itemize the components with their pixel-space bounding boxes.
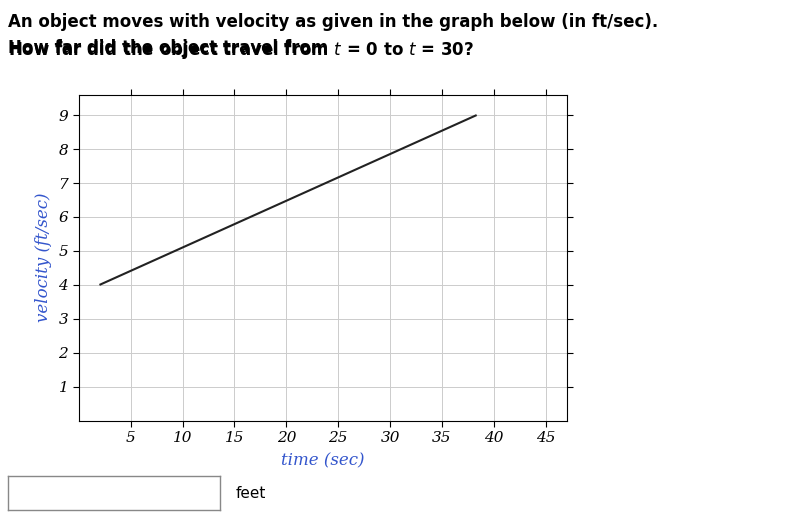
- Text: An object moves with velocity as given in the graph below (in ft/sec).: An object moves with velocity as given i…: [8, 13, 658, 31]
- Text: How far did the object travel from $\mathit{t}$ = 0 to $\mathit{t}$ = 30?: How far did the object travel from $\mat…: [8, 39, 474, 62]
- Text: feet: feet: [236, 486, 267, 501]
- Text: How far did the object travel from: How far did the object travel from: [8, 39, 334, 57]
- Y-axis label: velocity (ft/sec): velocity (ft/sec): [35, 193, 52, 322]
- X-axis label: time (sec): time (sec): [281, 452, 364, 469]
